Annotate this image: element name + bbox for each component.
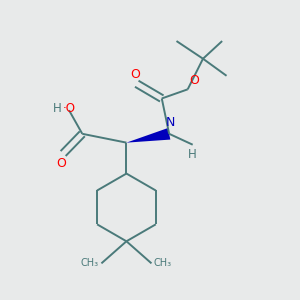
Text: O: O [130, 68, 140, 81]
Text: CH₃: CH₃ [81, 258, 99, 268]
Text: H: H [53, 102, 62, 115]
Polygon shape [126, 128, 170, 142]
Text: H: H [188, 148, 197, 160]
Text: N: N [166, 116, 175, 128]
Text: CH₃: CH₃ [154, 258, 172, 268]
Text: O: O [189, 74, 199, 87]
Text: O: O [57, 157, 67, 170]
Text: ·O: ·O [63, 102, 76, 115]
